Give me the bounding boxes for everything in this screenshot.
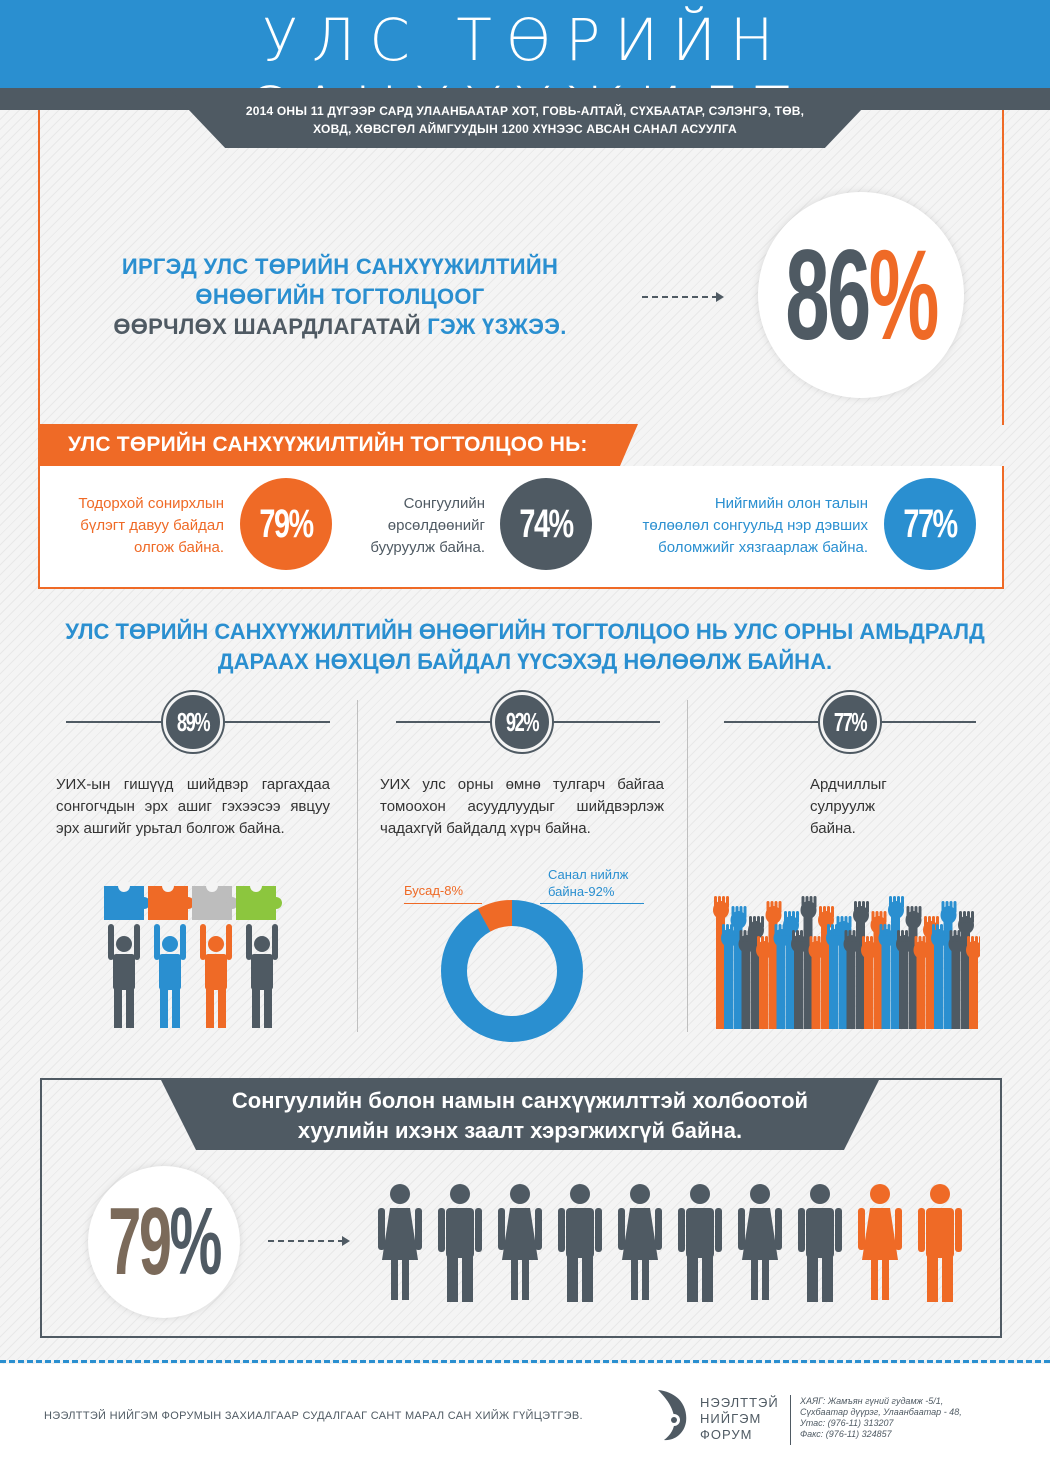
title-banner: УЛС ТӨРИЙН САНХҮҮЖИЛТ — [0, 0, 1050, 142]
hand-icon — [853, 901, 869, 1029]
impact-2-text: УИХ улс орны өмнө тулгарч байгаа томоохо… — [380, 776, 664, 837]
hand-icon — [818, 906, 834, 1029]
hand-icon — [808, 936, 825, 1029]
donut-slice-other — [441, 900, 583, 1042]
law-section-title: Сонгуулийн болон намын санхүүжилттэй хол… — [160, 1078, 880, 1150]
hand-icon — [940, 901, 957, 1029]
donut-other-leader — [404, 903, 482, 904]
hand-icon — [896, 930, 912, 1029]
woman-icon — [618, 1184, 662, 1300]
footer-contact: ХАЯГ: Жамъян гүний гудамж -5/1, Сүхбаата… — [800, 1396, 962, 1439]
main-stat-question: ИРГЭД УЛС ТӨРИЙН САНХҮҮЖИЛТИЙН ӨНӨӨГИЙН … — [60, 252, 620, 342]
hand-icon — [905, 906, 922, 1029]
donut-slice-agree — [441, 900, 583, 1042]
footer — [0, 1364, 1050, 1458]
stat-3-circle: 77% — [884, 478, 976, 570]
law-stat-value: 79% — [108, 1188, 222, 1295]
stat-2-circle: 74% — [500, 478, 592, 570]
stat-3-text: Нийгмийн олон талын төлөөлөл сонгуульд н… — [642, 495, 869, 556]
person-icon — [108, 924, 140, 1028]
hand-icon — [888, 896, 904, 1029]
main-stat-line-2: ӨНӨӨГИЙН ТОГТОЛЦООГ — [195, 284, 485, 309]
woman-icon — [858, 1184, 902, 1300]
woman-icon — [498, 1184, 542, 1300]
donut-other-label: Бусад-8% — [404, 883, 464, 898]
people-row-icon — [378, 1184, 962, 1302]
person-icon — [246, 924, 278, 1028]
footer-divider — [0, 1360, 1050, 1363]
forum-logo-name: НЭЭЛТТЭЙ НИЙГЭМ ФОРУМ — [700, 1395, 779, 1442]
subtitle-line-2: ХОВД, ХӨВСГӨЛ АЙМГУУДЫН 1200 ХҮНЭЭС АВСА… — [313, 122, 737, 136]
hand-icon — [773, 924, 790, 1029]
column-divider-1 — [357, 700, 358, 1032]
hand-icon — [966, 936, 980, 1029]
hand-icon — [765, 901, 782, 1029]
footer-separator — [790, 1395, 791, 1445]
column-divider-2 — [687, 700, 688, 1032]
hand-icon — [958, 911, 974, 1029]
stat-1-text: Тодорхой сонирхлын бүлэгт давуу байдал о… — [78, 495, 224, 556]
donut-agree-label: Санал нийлж байна-92% — [548, 867, 629, 899]
forum-logo-icon — [658, 1390, 687, 1441]
man-icon — [558, 1184, 602, 1302]
raised-hands-icon — [713, 896, 980, 1029]
main-stat-line-3-dark: ӨӨРЧЛӨХ ШААРДЛАГАТАЙ — [113, 314, 421, 339]
stat-1-circle: 79% — [240, 478, 332, 570]
hand-icon — [948, 930, 965, 1029]
hand-icon — [738, 930, 755, 1029]
main-stat-circle: 86% — [758, 192, 964, 398]
system-section-title: УЛС ТӨРИЙН САНХҮҮЖИЛТИЙН ТОГТОЛЦОО НЬ: — [38, 424, 638, 466]
main-stat-value: 86% — [785, 223, 939, 367]
man-icon — [678, 1184, 722, 1302]
impact-2-circle: 92% — [492, 692, 552, 752]
hand-icon — [756, 936, 772, 1029]
donut-agree-leader — [540, 903, 644, 904]
hand-icon — [931, 924, 947, 1029]
main-stat-box — [38, 110, 1004, 425]
footer-credit: НЭЭЛТТЭЙ НИЙГЭМ ФОРУМЫН ЗАХИАЛГААР СУДАЛ… — [44, 1410, 583, 1422]
hand-icon — [721, 924, 737, 1029]
man-icon — [918, 1184, 962, 1302]
person-icon — [200, 924, 232, 1028]
law-stat-circle: 79% — [88, 1166, 240, 1318]
woman-icon — [738, 1184, 782, 1300]
donut-chart — [441, 900, 583, 1042]
arrow-icon — [268, 1236, 350, 1246]
hand-icon — [913, 936, 930, 1029]
main-stat-line-1: ИРГЭД УЛС ТӨРИЙН САНХҮҮЖИЛТИЙН — [121, 254, 559, 279]
puzzle-people-icon — [104, 882, 282, 1028]
subtitle-line-1: 2014 ОНЫ 11 ДҮГЭЭР САРД УЛААНБААТАР ХОТ,… — [245, 104, 805, 118]
impact-3-text: Ардчиллыг сулруулж байна. — [810, 776, 887, 837]
subtitle-banner: 2014 ОНЫ 11 ДҮГЭЭР САРД УЛААНБААТАР ХОТ,… — [168, 88, 882, 148]
hand-icon — [843, 930, 860, 1029]
arrow-icon — [642, 292, 724, 302]
hand-icon — [826, 924, 842, 1029]
man-icon — [798, 1184, 842, 1302]
impact-section-title: УЛС ТӨРИЙН САНХҮҮЖИЛТИЙН ӨНӨӨГИЙН ТОГТОЛ… — [65, 619, 985, 674]
stat-2-text: Сонгуулийн өрсөлдөөнийг бууруулж байна. — [370, 495, 485, 556]
hand-icon — [800, 896, 817, 1029]
impact-3-circle: 77% — [820, 692, 880, 752]
main-stat-line-3-blue: ГЭЖ ҮЗЖЭЭ. — [427, 314, 567, 339]
hand-icon — [791, 930, 807, 1029]
impact-1-text: УИХ-ын гишүүд шийдвэр гаргахдаа сонгогчд… — [56, 776, 330, 837]
hand-icon — [861, 936, 877, 1029]
hand-icon — [878, 924, 895, 1029]
impact-1-circle: 89% — [163, 692, 223, 752]
woman-icon — [378, 1184, 422, 1300]
hand-icon — [713, 896, 729, 1029]
man-icon — [438, 1184, 482, 1302]
person-icon — [154, 924, 186, 1028]
